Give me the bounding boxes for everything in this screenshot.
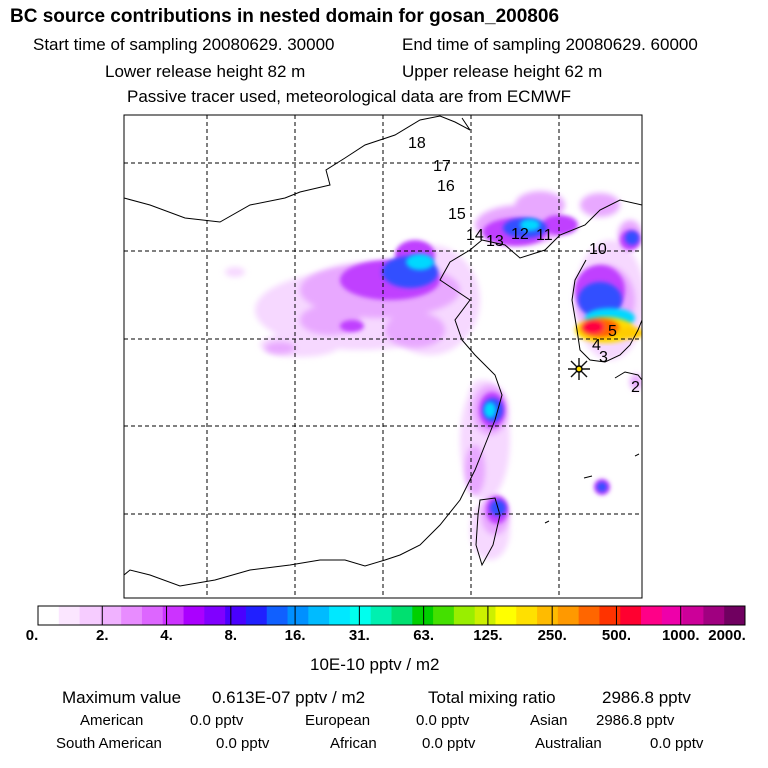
region-name: Asian bbox=[530, 712, 568, 729]
region-value: 0.0 pptv bbox=[422, 735, 476, 752]
colorbar-tick-label: 125. bbox=[473, 627, 503, 644]
start-time-label: Start time of sampling 20080629. 30000 bbox=[33, 35, 335, 54]
colorbar-swatch bbox=[661, 606, 684, 625]
region-name: Australian bbox=[535, 735, 602, 752]
colorbar-unit: 10E-10 pptv / m2 bbox=[310, 655, 440, 674]
region-value: 0.0 pptv bbox=[190, 712, 244, 729]
colorbar-swatch bbox=[516, 606, 538, 625]
colorbar-tick-label: 2000. bbox=[708, 627, 746, 644]
colorbar-swatch bbox=[641, 606, 663, 625]
colorbar-swatch bbox=[204, 606, 226, 625]
colorbar-swatch bbox=[599, 606, 621, 625]
colorbar-swatch bbox=[703, 606, 725, 625]
region-value: 0.0 pptv bbox=[650, 735, 704, 752]
trajectory-label: 17 bbox=[433, 158, 451, 175]
colorbar-swatch bbox=[141, 606, 164, 625]
colorbar-tick-label: 4. bbox=[160, 627, 173, 644]
total-mixing-value: 2986.8 pptv bbox=[602, 688, 691, 707]
region-value: 2986.8 pptv bbox=[596, 712, 675, 729]
trajectory-label: 5 bbox=[608, 323, 617, 340]
colorbar-tick-label: 63. bbox=[413, 627, 435, 644]
colorbar-frame bbox=[37, 605, 746, 626]
trajectory-label: 4 bbox=[592, 337, 601, 354]
colorbar-swatch bbox=[58, 606, 81, 625]
trajectory-label: 16 bbox=[437, 178, 455, 195]
region-name: African bbox=[330, 735, 377, 752]
colorbar-swatch bbox=[329, 606, 351, 625]
colorbar-swatch bbox=[38, 606, 60, 625]
upper-height-label: Upper release height 62 m bbox=[402, 62, 603, 81]
colorbar-swatch bbox=[245, 606, 268, 625]
trajectory-label: 13 bbox=[486, 233, 504, 250]
trajectory-label: 14 bbox=[466, 227, 484, 244]
colorbar-tick-label: 8. bbox=[224, 627, 238, 644]
colorbar bbox=[37, 605, 746, 626]
trajectory-label: 3 bbox=[599, 349, 608, 366]
trajectory-label: 11 bbox=[536, 227, 553, 244]
region-value: 0.0 pptv bbox=[216, 735, 270, 752]
colorbar-swatch bbox=[557, 606, 580, 625]
region-name: American bbox=[80, 712, 144, 729]
concentration-field bbox=[225, 191, 642, 560]
colorbar-swatch bbox=[433, 606, 455, 625]
trajectory-label: 10 bbox=[589, 241, 607, 258]
region-value: 0.0 pptv bbox=[416, 712, 470, 729]
total-mixing-label: Total mixing ratio bbox=[428, 688, 556, 707]
trajectory-label: 18 bbox=[408, 135, 426, 152]
map-frame bbox=[123, 114, 643, 599]
colorbar-swatch bbox=[682, 606, 704, 625]
region-name: South American bbox=[56, 735, 162, 752]
colorbar-swatch bbox=[412, 606, 434, 625]
colorbar-swatch bbox=[183, 606, 205, 625]
trajectory-label: 15 bbox=[448, 206, 466, 223]
colorbar-swatch bbox=[100, 606, 122, 625]
colorbar-swatch bbox=[495, 606, 517, 625]
trajectory-label: 12 bbox=[511, 226, 529, 243]
colorbar-swatch bbox=[537, 606, 559, 625]
max-value: 0.613E-07 pptv / m2 bbox=[212, 688, 366, 707]
lower-height-label: Lower release height 82 m bbox=[105, 62, 306, 81]
max-value-label: Maximum value bbox=[62, 688, 182, 707]
colorbar-tick-label: 1000. bbox=[661, 627, 700, 644]
colorbar-tick-label: 16. bbox=[284, 627, 306, 644]
colorbar-swatch bbox=[308, 606, 330, 625]
colorbar-swatch bbox=[287, 606, 309, 625]
colorbar-swatch bbox=[370, 606, 392, 625]
colorbar-swatch bbox=[578, 606, 600, 625]
colorbar-swatch bbox=[162, 606, 185, 625]
region-name: European bbox=[305, 712, 371, 729]
colorbar-swatch bbox=[349, 606, 372, 625]
colorbar-swatch bbox=[620, 606, 642, 625]
colorbar-tick-label: 500. bbox=[601, 627, 632, 644]
colorbar-swatch bbox=[474, 606, 496, 625]
colorbar-swatch bbox=[79, 606, 101, 625]
lat-lon-grid bbox=[124, 115, 642, 598]
colorbar-tick-label: 0. bbox=[25, 627, 39, 644]
colorbar-swatch bbox=[724, 606, 746, 625]
colorbar-swatch bbox=[266, 606, 289, 625]
colorbar-swatch bbox=[121, 606, 143, 625]
trajectory-label: 2 bbox=[631, 379, 640, 396]
colorbar-tick-label: 2. bbox=[96, 627, 109, 644]
colorbar-swatch bbox=[453, 606, 476, 625]
coastline bbox=[124, 115, 642, 587]
colorbar-swatch bbox=[391, 606, 413, 625]
colorbar-tick-label: 250. bbox=[537, 627, 567, 644]
receptor-star-icon bbox=[568, 358, 590, 380]
colorbar-swatch bbox=[225, 606, 247, 625]
colorbar-tick-label: 31. bbox=[348, 627, 370, 644]
chart-title: BC source contributions in nested domain… bbox=[10, 6, 560, 27]
tracer-note: Passive tracer used, meteorological data… bbox=[127, 87, 572, 106]
end-time-label: End time of sampling 20080629. 60000 bbox=[402, 35, 698, 54]
